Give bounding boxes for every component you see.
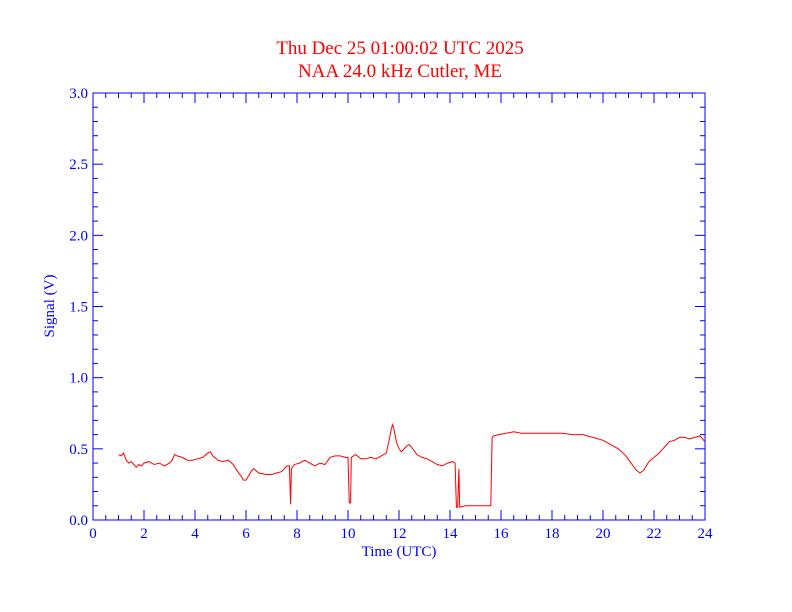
- x-axis-tick-labels: 0 2 4 6 8 10 12 14 16 18 20 22 24: [89, 526, 713, 542]
- x-tick-label: 22: [647, 526, 662, 542]
- x-tick-label: 18: [545, 526, 560, 542]
- x-tick-label: 16: [494, 526, 510, 542]
- chart-subtitle: NAA 24.0 kHz Cutler, ME: [298, 61, 502, 82]
- y-tick-label: 0.0: [69, 513, 88, 529]
- y-axis-tick-labels: 0.0 0.5 1.0 1.5 2.0 2.5 3.0: [69, 86, 88, 529]
- x-tick-label: 8: [293, 526, 301, 542]
- x-tick-label: 24: [698, 526, 714, 542]
- y-tick-label: 2.0: [69, 228, 88, 244]
- x-tick-label: 10: [341, 526, 356, 542]
- y-axis-ticks: [93, 92, 705, 521]
- y-tick-label: 3.0: [69, 86, 88, 102]
- y-tick-label: 0.5: [69, 442, 88, 458]
- x-tick-label: 14: [443, 526, 459, 542]
- y-tick-label: 1.0: [69, 371, 88, 387]
- x-axis-label: Time (UTC): [362, 544, 437, 560]
- x-tick-label: 4: [191, 526, 199, 542]
- chart-title: Thu Dec 25 01:00:02 UTC 2025: [276, 38, 524, 59]
- y-tick-label: 2.5: [69, 157, 88, 173]
- series-line: [118, 422, 706, 508]
- y-axis-label: Signal (V): [42, 275, 58, 338]
- x-tick-label: 0: [89, 526, 97, 542]
- y-tick-label: 1.5: [69, 300, 88, 316]
- x-tick-label: 20: [596, 526, 611, 542]
- x-tick-label: 2: [140, 526, 148, 542]
- x-tick-label: 6: [242, 526, 250, 542]
- x-axis-ticks: [92, 93, 706, 520]
- plot-frame: [92, 92, 706, 521]
- x-tick-label: 12: [392, 526, 407, 542]
